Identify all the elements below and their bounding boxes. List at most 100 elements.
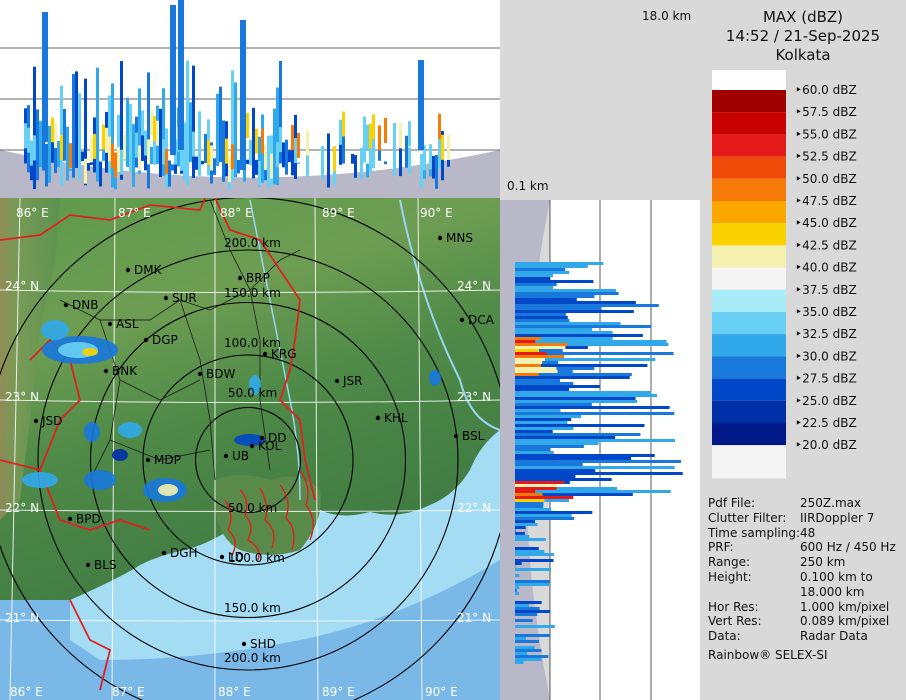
echo-column bbox=[96, 67, 99, 182]
echo-tower bbox=[178, 0, 184, 150]
echo-column bbox=[192, 65, 195, 178]
range-label: 100.0 km bbox=[224, 336, 281, 350]
echo-core bbox=[108, 136, 111, 162]
echo-row bbox=[515, 559, 554, 562]
echo-core bbox=[384, 117, 387, 143]
legend-swatch bbox=[712, 356, 786, 379]
city-label: MDP bbox=[154, 453, 181, 467]
echo-core bbox=[408, 121, 411, 147]
echo-core bbox=[342, 111, 345, 137]
range-label: 100.0 km bbox=[228, 551, 285, 565]
precip-echo bbox=[429, 370, 441, 386]
city-marker bbox=[375, 415, 381, 421]
echo-column bbox=[132, 124, 135, 187]
echo-row bbox=[515, 583, 550, 586]
echo-row bbox=[515, 340, 667, 343]
product-title: MAX (dBZ) bbox=[762, 8, 844, 26]
echo-core bbox=[291, 125, 294, 151]
echo-row bbox=[515, 526, 526, 529]
echo-core bbox=[515, 373, 539, 376]
echo-core bbox=[333, 146, 336, 172]
info-row: PRF: 600 Hz / 450 Hz bbox=[708, 540, 904, 554]
top-cross-section bbox=[0, 0, 500, 198]
echo-core bbox=[393, 133, 396, 159]
city-label: BPD bbox=[76, 512, 101, 526]
city-marker bbox=[145, 457, 151, 463]
city-label: DD bbox=[268, 431, 286, 445]
echo-column bbox=[222, 120, 225, 182]
echo-column bbox=[408, 147, 411, 175]
echo-row bbox=[515, 517, 575, 520]
info-value: 18.000 km bbox=[800, 584, 865, 599]
echo-row bbox=[515, 382, 574, 385]
echo-column bbox=[129, 104, 132, 172]
city-marker bbox=[67, 516, 73, 522]
echo-row bbox=[515, 406, 670, 409]
info-value: 250Z.max bbox=[800, 496, 862, 510]
echo-core bbox=[258, 161, 261, 187]
info-value: 0.089 km/pixel bbox=[800, 614, 890, 629]
echo-row bbox=[515, 652, 528, 655]
echo-column bbox=[213, 158, 216, 175]
echo-column bbox=[69, 169, 72, 171]
echo-row bbox=[515, 502, 544, 505]
echo-column bbox=[201, 161, 204, 165]
echo-column bbox=[75, 71, 78, 168]
echo-core bbox=[515, 496, 574, 499]
echo-column bbox=[39, 120, 42, 167]
echo-core bbox=[27, 127, 30, 153]
echo-core bbox=[261, 128, 264, 154]
echo-column bbox=[276, 87, 279, 186]
echo-column bbox=[204, 133, 207, 164]
height-label-top: 18.0 km bbox=[642, 9, 691, 23]
echo-column bbox=[231, 70, 234, 181]
echo-column bbox=[120, 61, 123, 180]
echo-row bbox=[515, 457, 632, 460]
info-row: Height: 0.100 km to bbox=[708, 570, 904, 584]
echo-column bbox=[252, 107, 255, 179]
city-label: DNB bbox=[72, 298, 98, 312]
echo-core bbox=[515, 364, 541, 367]
longitude-label: 88° E bbox=[218, 685, 251, 699]
echo-core bbox=[515, 370, 558, 373]
echo-core bbox=[156, 120, 159, 146]
echo-column bbox=[339, 129, 342, 165]
echo-column bbox=[87, 162, 90, 171]
latitude-label: 24° N bbox=[5, 279, 39, 293]
echo-core bbox=[372, 114, 375, 140]
echo-row bbox=[515, 412, 675, 415]
legend-label: ‣20.0 dBZ bbox=[795, 438, 857, 452]
echo-row bbox=[515, 493, 633, 496]
echo-core bbox=[54, 122, 57, 148]
echo-core bbox=[210, 145, 213, 171]
product-datetime: 14:52 / 21-Sep-2025 bbox=[725, 27, 881, 45]
echo-column bbox=[351, 153, 354, 164]
echo-column bbox=[186, 60, 189, 186]
echo-row bbox=[515, 358, 656, 361]
longitude-label: 88° E bbox=[220, 206, 253, 220]
info-key: Clutter Filter: bbox=[708, 510, 787, 525]
echo-row bbox=[515, 538, 546, 541]
echo-row bbox=[515, 439, 676, 442]
echo-core bbox=[123, 134, 126, 160]
echo-row bbox=[515, 637, 526, 640]
longitude-label: 87° E bbox=[118, 206, 151, 220]
range-ring bbox=[37, 249, 459, 671]
longitude-label: 86° E bbox=[10, 685, 43, 699]
echo-row bbox=[515, 400, 638, 403]
echo-core bbox=[515, 337, 541, 340]
longitude-label: 90° E bbox=[420, 206, 453, 220]
echo-column bbox=[159, 108, 162, 178]
echo-row bbox=[515, 424, 645, 427]
city-marker bbox=[161, 550, 167, 556]
echo-row bbox=[515, 610, 551, 613]
info-value: 600 Hz / 450 Hz bbox=[800, 540, 896, 555]
echo-core bbox=[114, 152, 117, 178]
radar-map[interactable]: 200.0 km 150.0 km 100.0 km 50.0 km 50.0 km 10… bbox=[0, 198, 511, 700]
echo-row bbox=[515, 568, 552, 571]
right-cross-section bbox=[500, 200, 700, 700]
range-label: 50.0 km bbox=[228, 386, 277, 400]
city-label: KRG bbox=[271, 347, 297, 361]
echo-tower bbox=[170, 5, 176, 155]
echo-column bbox=[174, 164, 177, 174]
